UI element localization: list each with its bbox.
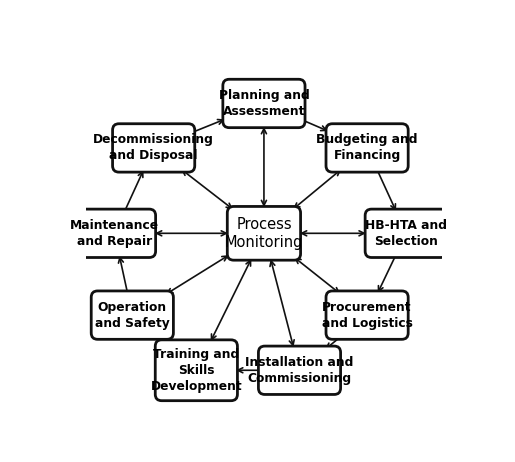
FancyBboxPatch shape [365,209,448,257]
Text: Budgeting and
Financing: Budgeting and Financing [316,134,418,163]
FancyBboxPatch shape [326,124,408,172]
Text: Maintenance
and Repair: Maintenance and Repair [70,219,159,248]
Text: Training and
Skills
Development: Training and Skills Development [150,348,242,393]
Text: Decommissioning
and Disposal: Decommissioning and Disposal [93,134,214,163]
Text: Operation
and Safety: Operation and Safety [95,301,169,329]
FancyBboxPatch shape [223,79,305,128]
Text: Procurement
and Logistics: Procurement and Logistics [322,301,413,329]
FancyBboxPatch shape [259,346,340,395]
FancyBboxPatch shape [155,340,237,401]
Text: Planning and
Assessment: Planning and Assessment [218,89,310,118]
FancyBboxPatch shape [91,291,174,339]
FancyBboxPatch shape [227,207,301,260]
Text: Process
Monitoring: Process Monitoring [225,217,303,250]
Text: Installation and
Commissioning: Installation and Commissioning [245,356,354,385]
FancyBboxPatch shape [74,209,156,257]
Text: HB-HTA and
Selection: HB-HTA and Selection [365,219,447,248]
FancyBboxPatch shape [113,124,195,172]
FancyBboxPatch shape [326,291,408,339]
